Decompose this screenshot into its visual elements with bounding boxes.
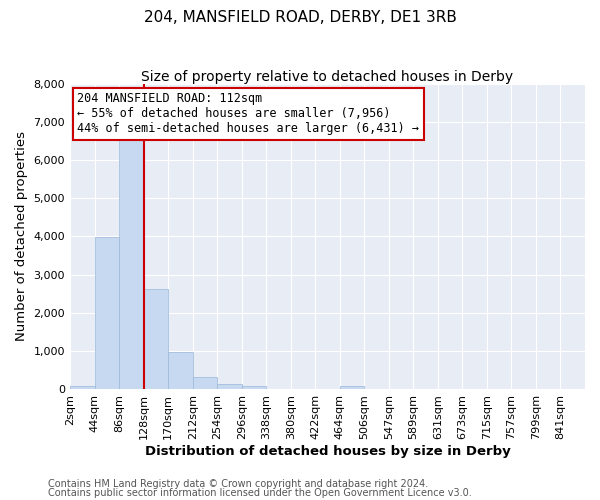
Bar — [95, 237, 119, 389]
X-axis label: Distribution of detached houses by size in Derby: Distribution of detached houses by size … — [145, 444, 511, 458]
Bar — [340, 386, 364, 389]
Text: Contains public sector information licensed under the Open Government Licence v3: Contains public sector information licen… — [48, 488, 472, 498]
Bar — [242, 386, 266, 389]
Bar — [168, 352, 193, 389]
Text: Contains HM Land Registry data © Crown copyright and database right 2024.: Contains HM Land Registry data © Crown c… — [48, 479, 428, 489]
Bar — [217, 384, 242, 389]
Title: Size of property relative to detached houses in Derby: Size of property relative to detached ho… — [142, 70, 514, 84]
Bar — [193, 377, 217, 389]
Y-axis label: Number of detached properties: Number of detached properties — [15, 132, 28, 342]
Bar — [119, 138, 143, 389]
Text: 204, MANSFIELD ROAD, DERBY, DE1 3RB: 204, MANSFIELD ROAD, DERBY, DE1 3RB — [143, 10, 457, 25]
Bar — [143, 289, 168, 389]
Bar — [70, 386, 95, 389]
Text: 204 MANSFIELD ROAD: 112sqm
← 55% of detached houses are smaller (7,956)
44% of s: 204 MANSFIELD ROAD: 112sqm ← 55% of deta… — [77, 92, 419, 136]
